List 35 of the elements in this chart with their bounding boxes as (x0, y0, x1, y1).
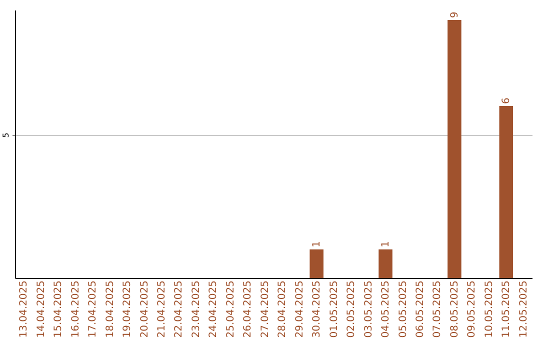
x-tick-label: 20.04.2025 (139, 280, 150, 338)
x-tick-label: 18.04.2025 (104, 280, 116, 338)
x-tick-label: 29.04.2025 (294, 280, 306, 338)
x-tick-label: 24.04.2025 (208, 280, 220, 338)
x-tick-label: 23.04.2025 (190, 280, 202, 338)
x-tick-label: 14.04.2025 (36, 280, 47, 338)
x-tick-label: 08.05.2025 (449, 280, 460, 338)
x-tick-label: 21.04.2025 (156, 280, 168, 338)
x-tick-label: 16.04.2025 (70, 280, 82, 338)
x-tick-label: 11.05.2025 (501, 280, 512, 338)
y-tick-label: 5 (2, 132, 10, 138)
x-tick-label: 25.04.2025 (225, 280, 236, 338)
x-tick-label: 10.05.2025 (484, 280, 495, 338)
data-label: 6 (501, 98, 512, 104)
x-tick-label: 22.04.2025 (174, 280, 185, 338)
data-label: 1 (312, 240, 323, 248)
data-label: 9 (449, 12, 460, 18)
x-tick-label: 19.04.2025 (122, 280, 134, 338)
x-tick-label: 04.05.2025 (380, 280, 392, 338)
x-tick-label: 05.05.2025 (398, 280, 409, 338)
x-tick-label: 27.04.2025 (260, 280, 271, 338)
x-tick-label: 13.04.2025 (18, 280, 30, 338)
x-tick-label: 12.05.2025 (518, 280, 530, 338)
x-tick-label: 26.04.2025 (242, 280, 254, 338)
data-label: 1 (380, 240, 392, 248)
x-tick-label: 09.05.2025 (466, 280, 478, 338)
x-tick-label: 06.05.2025 (414, 280, 426, 338)
x-tick-label: 30.04.2025 (312, 280, 323, 338)
x-tick-label: 17.04.2025 (88, 280, 99, 338)
x-tick-label: 02.05.2025 (346, 280, 358, 338)
x-tick-label: 07.05.2025 (432, 280, 444, 338)
x-tick-label: 28.04.2025 (277, 280, 288, 338)
x-tick-label: 03.05.2025 (363, 280, 374, 338)
x-tick-label: 15.04.2025 (53, 280, 64, 338)
x-tick-label: 01.05.2025 (328, 280, 340, 338)
